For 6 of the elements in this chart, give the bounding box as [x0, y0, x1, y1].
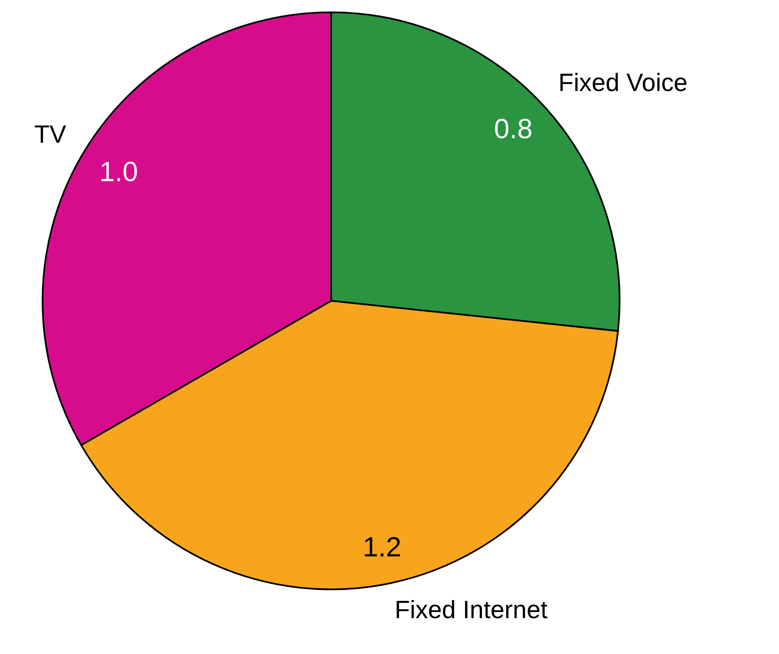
- slice-label: TV: [34, 126, 66, 143]
- data-label: 0.8: [495, 118, 532, 138]
- data-label: 1.0: [101, 162, 137, 182]
- data-label: 1.2: [364, 536, 400, 556]
- slice-label: Fixed Internet: [396, 600, 548, 618]
- slice-label: Fixed Voice: [560, 72, 686, 92]
